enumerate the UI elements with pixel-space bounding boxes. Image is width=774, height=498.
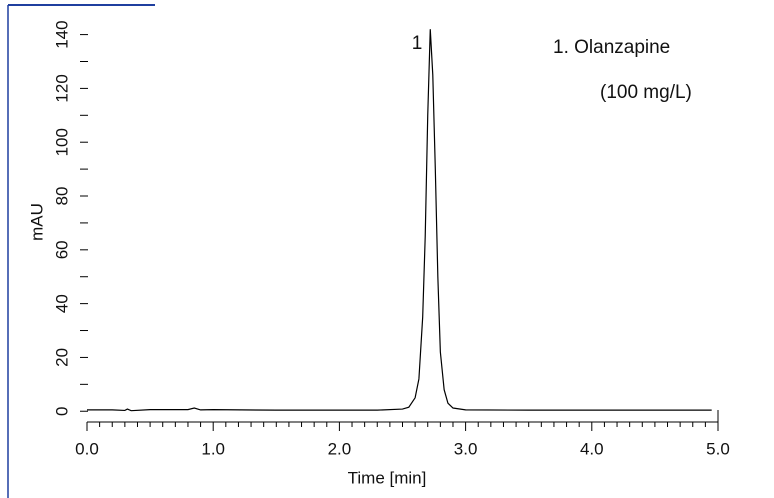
y-tick-label: 80 (52, 187, 71, 206)
x-tick-label: 5.0 (706, 439, 730, 458)
peak-label: 1 (412, 33, 423, 54)
x-tick-label: 1.0 (201, 439, 225, 458)
y-tick-label: 140 (52, 20, 71, 48)
y-tick-label: 20 (52, 348, 71, 367)
annotation: 1. Olanzapine (553, 37, 670, 58)
annotation: (100 mg/L) (600, 82, 692, 103)
y-tick-label: 40 (52, 294, 71, 313)
x-tick-label: 2.0 (328, 439, 352, 458)
chromatogram-trace (87, 29, 712, 412)
x-axis-label: Time [min] (348, 468, 427, 487)
y-axis-label: mAU (27, 203, 46, 241)
y-tick-label: 100 (52, 128, 71, 156)
x-tick-label: 0.0 (75, 439, 99, 458)
x-tick-label: 4.0 (580, 439, 604, 458)
y-tick-label: 0 (52, 407, 71, 416)
y-tick-label: 120 (52, 74, 71, 102)
x-tick-label: 3.0 (454, 439, 478, 458)
y-tick-label: 60 (52, 240, 71, 259)
